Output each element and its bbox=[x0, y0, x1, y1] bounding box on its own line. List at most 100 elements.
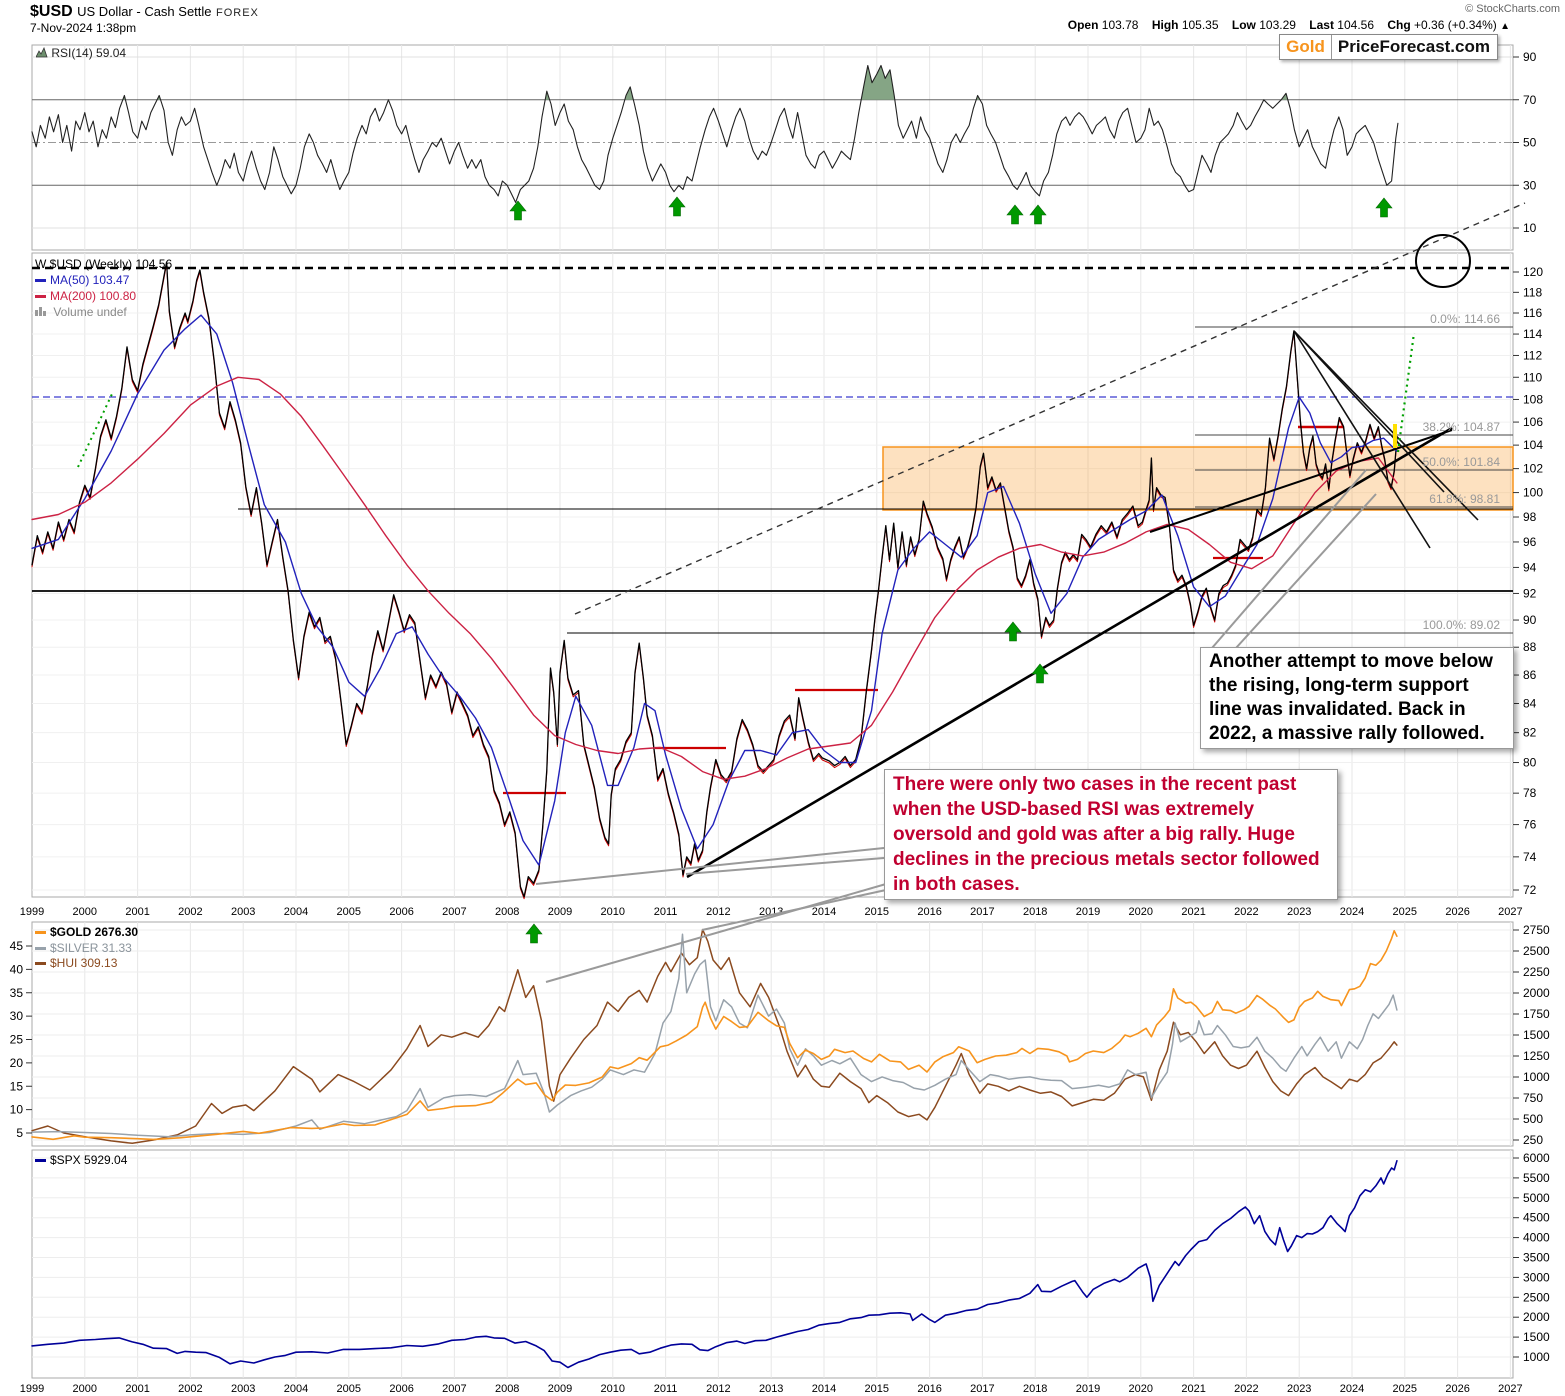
rsi-legend-label: RSI(14) 59.04 bbox=[51, 46, 127, 60]
svg-text:2250: 2250 bbox=[1523, 965, 1550, 979]
ma50-legend: MA(50) 103.47 bbox=[35, 273, 129, 288]
svg-text:118: 118 bbox=[1523, 285, 1542, 299]
svg-text:2024: 2024 bbox=[1340, 1383, 1364, 1395]
svg-text:4500: 4500 bbox=[1523, 1211, 1550, 1225]
svg-text:6000: 6000 bbox=[1523, 1151, 1550, 1165]
svg-text:70: 70 bbox=[1523, 93, 1537, 107]
hui-swatch bbox=[35, 962, 46, 966]
svg-text:1500: 1500 bbox=[1523, 1028, 1550, 1042]
svg-text:76: 76 bbox=[1523, 818, 1537, 832]
chart-datetime: 7-Nov-2024 1:38pm bbox=[30, 21, 137, 35]
svg-text:3500: 3500 bbox=[1523, 1251, 1550, 1265]
svg-text:2019: 2019 bbox=[1076, 906, 1100, 918]
ma200-legend-label: MA(200) 100.80 bbox=[50, 289, 137, 303]
logo-rest-text: PriceForecast.com bbox=[1337, 37, 1490, 56]
svg-text:40: 40 bbox=[10, 962, 24, 976]
low-label: Low bbox=[1231, 18, 1256, 32]
svg-text:2022: 2022 bbox=[1234, 1383, 1258, 1395]
svg-text:2001: 2001 bbox=[125, 906, 149, 918]
svg-text:88: 88 bbox=[1523, 640, 1537, 654]
svg-text:2010: 2010 bbox=[601, 1383, 625, 1395]
svg-text:2004: 2004 bbox=[284, 906, 308, 918]
ma50-swatch bbox=[35, 279, 46, 283]
svg-text:2000: 2000 bbox=[1523, 1310, 1550, 1324]
svg-text:2003: 2003 bbox=[231, 1383, 255, 1395]
ma200-swatch bbox=[35, 295, 46, 299]
svg-text:80: 80 bbox=[1523, 756, 1537, 770]
svg-text:72: 72 bbox=[1523, 883, 1537, 897]
svg-text:78: 78 bbox=[1523, 786, 1537, 800]
svg-text:96: 96 bbox=[1523, 535, 1537, 549]
svg-text:2000: 2000 bbox=[73, 906, 97, 918]
hui-legend-label: $HUI 309.13 bbox=[50, 956, 118, 970]
svg-text:2005: 2005 bbox=[337, 906, 361, 918]
svg-text:2006: 2006 bbox=[389, 1383, 413, 1395]
svg-text:45: 45 bbox=[10, 939, 24, 953]
gold-legend-label: $GOLD 2676.30 bbox=[50, 925, 139, 939]
open-label: Open bbox=[1067, 18, 1099, 32]
svg-text:2500: 2500 bbox=[1523, 944, 1550, 958]
svg-text:82: 82 bbox=[1523, 726, 1537, 740]
svg-text:1500: 1500 bbox=[1523, 1330, 1550, 1344]
svg-text:2015: 2015 bbox=[865, 906, 889, 918]
high-value: 105.35 bbox=[1181, 18, 1219, 32]
fib-label-382: 38.2%: 104.87 bbox=[1422, 420, 1500, 434]
svg-text:2019: 2019 bbox=[1076, 1383, 1100, 1395]
svg-text:2020: 2020 bbox=[1129, 1383, 1153, 1395]
hui-legend: $HUI 309.13 bbox=[35, 956, 117, 971]
svg-text:2026: 2026 bbox=[1445, 906, 1469, 918]
svg-text:500: 500 bbox=[1523, 1112, 1543, 1126]
svg-text:2018: 2018 bbox=[1023, 906, 1047, 918]
svg-text:2023: 2023 bbox=[1287, 906, 1311, 918]
svg-text:112: 112 bbox=[1523, 348, 1542, 362]
usd-legend: W $USD (Weekly) 104.56 bbox=[35, 257, 173, 271]
svg-text:94: 94 bbox=[1523, 560, 1537, 574]
rsi-indicator-icon bbox=[35, 46, 48, 58]
high-label: High bbox=[1151, 18, 1179, 32]
svg-text:5: 5 bbox=[16, 1126, 23, 1140]
fib-label-0: 0.0%: 114.66 bbox=[1430, 312, 1500, 326]
svg-text:4000: 4000 bbox=[1523, 1231, 1550, 1245]
svg-text:2026: 2026 bbox=[1445, 1383, 1469, 1395]
svg-text:2009: 2009 bbox=[548, 1383, 572, 1395]
svg-text:2000: 2000 bbox=[1523, 986, 1550, 1000]
svg-text:86: 86 bbox=[1523, 668, 1537, 682]
silver-legend-label: $SILVER 31.33 bbox=[50, 941, 132, 955]
logo-gold-text: Gold bbox=[1280, 35, 1332, 59]
svg-text:2005: 2005 bbox=[337, 1383, 361, 1395]
svg-text:250: 250 bbox=[1523, 1133, 1543, 1147]
svg-text:1000: 1000 bbox=[1523, 1070, 1550, 1084]
ma200-legend: MA(200) 100.80 bbox=[35, 289, 136, 304]
svg-text:30: 30 bbox=[10, 1009, 24, 1023]
svg-text:750: 750 bbox=[1523, 1091, 1543, 1105]
svg-text:90: 90 bbox=[1523, 613, 1537, 627]
volume-legend-label: Volume undef bbox=[53, 305, 127, 319]
svg-text:2018: 2018 bbox=[1023, 1383, 1047, 1395]
spx-swatch bbox=[35, 1159, 46, 1163]
exchange: FOREX bbox=[215, 7, 259, 19]
svg-text:2010: 2010 bbox=[601, 906, 625, 918]
svg-text:100: 100 bbox=[1523, 486, 1543, 500]
svg-text:2007: 2007 bbox=[442, 906, 466, 918]
svg-text:30: 30 bbox=[1523, 178, 1537, 192]
svg-text:2004: 2004 bbox=[284, 1383, 308, 1395]
low-value: 103.29 bbox=[1259, 18, 1296, 32]
svg-text:116: 116 bbox=[1523, 306, 1542, 320]
svg-text:98: 98 bbox=[1523, 510, 1537, 524]
svg-text:92: 92 bbox=[1523, 586, 1537, 600]
svg-text:2002: 2002 bbox=[178, 1383, 202, 1395]
gold-legend: $GOLD 2676.30 bbox=[35, 925, 138, 940]
svg-text:2027: 2027 bbox=[1498, 1383, 1522, 1395]
svg-text:2021: 2021 bbox=[1181, 906, 1205, 918]
svg-text:2025: 2025 bbox=[1393, 1383, 1417, 1395]
svg-text:2001: 2001 bbox=[125, 1383, 149, 1395]
svg-text:2012: 2012 bbox=[706, 1383, 730, 1395]
svg-text:1999: 1999 bbox=[20, 906, 44, 918]
svg-text:74: 74 bbox=[1523, 850, 1537, 864]
svg-text:15: 15 bbox=[10, 1079, 24, 1093]
svg-text:2016: 2016 bbox=[917, 906, 941, 918]
svg-text:104: 104 bbox=[1523, 438, 1543, 452]
fib-label-100: 100.0%: 89.02 bbox=[1422, 618, 1500, 632]
svg-text:106: 106 bbox=[1523, 415, 1543, 429]
chart-header: $USD US Dollar - Cash Settle FOREX bbox=[30, 3, 259, 21]
